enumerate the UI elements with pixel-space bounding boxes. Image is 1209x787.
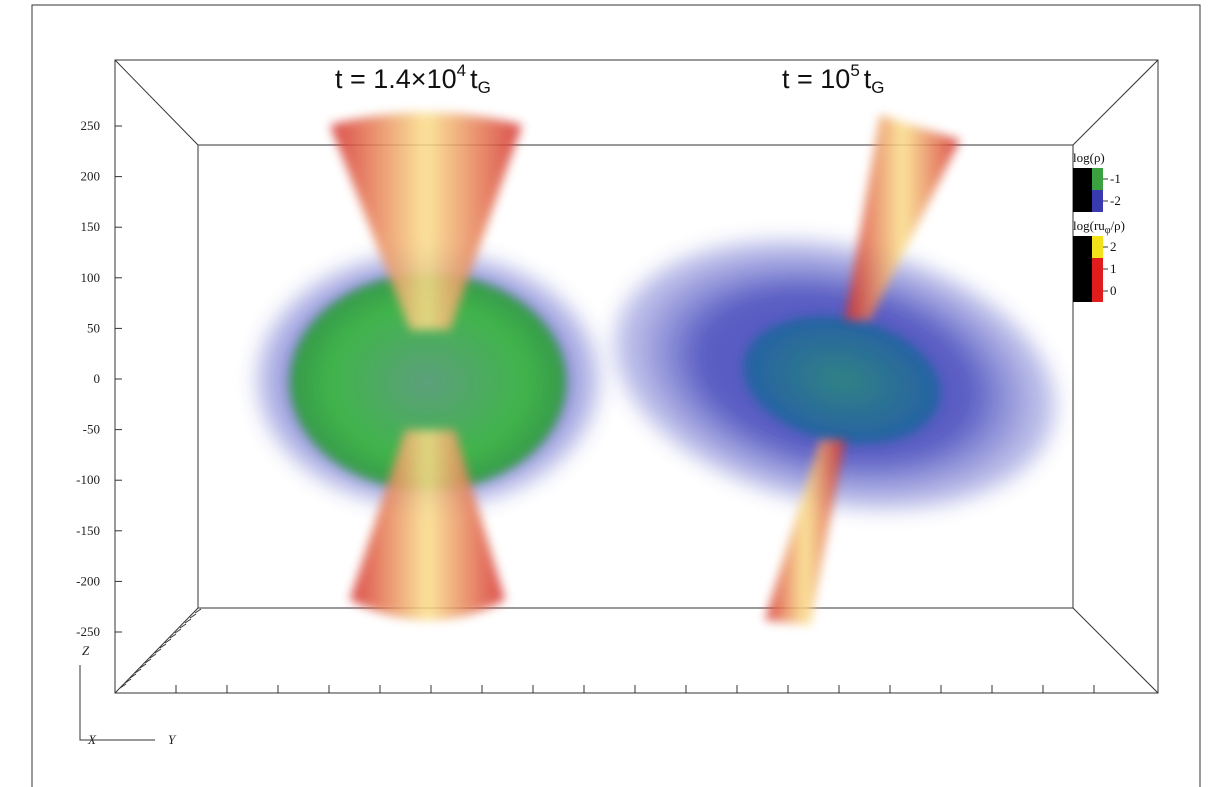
legend-tick-label: 0 bbox=[1110, 283, 1117, 298]
legend-tail: /ρ) bbox=[1111, 218, 1125, 233]
title-exponent: 5 bbox=[850, 61, 859, 80]
colorbar-swatch bbox=[1092, 190, 1103, 212]
z-tick-label: 50 bbox=[87, 320, 100, 335]
z-axis-label: Z bbox=[82, 643, 90, 658]
colorbar-swatch bbox=[1092, 258, 1103, 280]
y-axis-label: Y bbox=[168, 732, 177, 747]
title-text: t = 10 bbox=[782, 64, 850, 94]
z-tick-label: -100 bbox=[76, 472, 100, 487]
z-tick-label: 150 bbox=[81, 219, 101, 234]
figure: 250200150100500-50-100-150-200-250t = 1.… bbox=[0, 0, 1209, 787]
title-text: t = 1.4×10 bbox=[335, 64, 457, 94]
z-tick-label: -50 bbox=[83, 422, 100, 437]
legend-title: log(ruφ/ρ) bbox=[1073, 218, 1125, 236]
colorbar-swatch bbox=[1092, 168, 1103, 190]
legend-tick-label: -1 bbox=[1110, 171, 1121, 186]
title-subscript: G bbox=[871, 78, 884, 97]
z-tick-label: 100 bbox=[81, 270, 101, 285]
legend-tick-label: -2 bbox=[1110, 193, 1121, 208]
legend-label: log(ru bbox=[1073, 218, 1105, 233]
title-exponent: 4 bbox=[457, 61, 466, 80]
title-subscript: G bbox=[478, 78, 491, 97]
axis-glyph bbox=[80, 665, 155, 740]
x-axis-label: X bbox=[87, 732, 97, 747]
z-tick-label: 0 bbox=[94, 371, 101, 386]
legend-tick-label: 2 bbox=[1110, 239, 1117, 254]
z-tick-label: -200 bbox=[76, 573, 100, 588]
legend-title: log(ρ) bbox=[1073, 150, 1105, 165]
left-simulation bbox=[256, 113, 600, 621]
z-tick-label: 200 bbox=[81, 169, 101, 184]
colorbar-swatch bbox=[1092, 236, 1103, 258]
legend-tick-label: 1 bbox=[1110, 261, 1117, 276]
z-tick-label: 250 bbox=[81, 118, 101, 133]
z-tick-label: -250 bbox=[76, 624, 100, 639]
legend-label: log(ρ) bbox=[1073, 150, 1105, 165]
colorbar-swatch bbox=[1092, 280, 1103, 302]
z-tick-label: -150 bbox=[76, 523, 100, 538]
right-simulation bbox=[588, 115, 1082, 625]
